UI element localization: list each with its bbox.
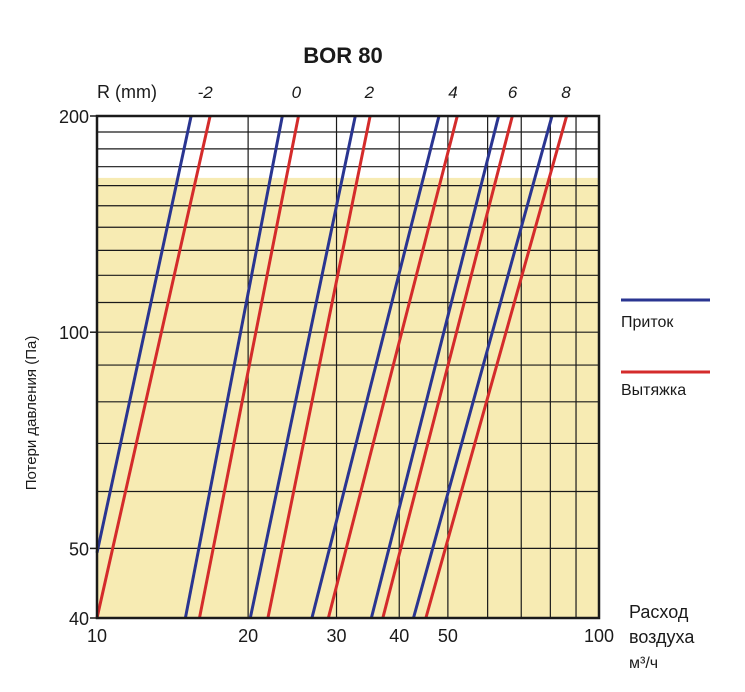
series-line-supply-r6 [369, 115, 501, 619]
x-tick-label: 20 [238, 626, 258, 646]
series-line-supply-r2 [248, 115, 357, 619]
y-tick-label: 100 [59, 323, 89, 343]
r-tick-label: -2 [198, 83, 214, 102]
r-tick-label: 6 [508, 83, 518, 102]
x-tick-label: 50 [438, 626, 458, 646]
legend-label-exhaust: Вытяжка [621, 382, 686, 399]
r-tick-label: 2 [364, 83, 375, 102]
series-line-exhaust-r2 [266, 115, 372, 619]
x-axis-label-line3: м³/ч [629, 655, 658, 672]
x-axis-label-line2: воздуха [629, 627, 695, 647]
series-line-exhaust-r6 [381, 115, 514, 619]
series-line-supply-r-2 [95, 115, 193, 554]
series-line-exhaust-r4 [326, 115, 459, 619]
x-tick-label: 30 [326, 626, 346, 646]
x-axis-label-line1: Расход [629, 602, 689, 622]
x-tick-label: 100 [584, 626, 614, 646]
x-tick-label: 40 [389, 626, 409, 646]
series-line-supply-r8 [412, 115, 554, 619]
series-line-exhaust-r-2 [95, 115, 212, 619]
r-tick-label: 4 [448, 83, 457, 102]
y-tick-label: 40 [69, 609, 89, 629]
highlight-region [97, 177, 599, 618]
y-axis-label: Потери давления (Па) [23, 336, 40, 491]
legend-label-supply: Приток [621, 314, 674, 331]
y-tick-label: 50 [69, 539, 89, 559]
r-tick-label: 8 [561, 83, 571, 102]
chart-title: BOR 80 [303, 43, 382, 68]
series-line-exhaust-r0 [197, 115, 300, 619]
series-line-supply-r4 [310, 115, 441, 619]
r-axis-label: R (mm) [97, 82, 157, 102]
series-line-supply-r0 [183, 115, 284, 619]
y-tick-label: 200 [59, 107, 89, 127]
plot-frame [95, 114, 601, 620]
x-tick-label: 10 [87, 626, 107, 646]
series-line-exhaust-r8 [424, 115, 569, 619]
r-tick-label: 0 [292, 83, 302, 102]
